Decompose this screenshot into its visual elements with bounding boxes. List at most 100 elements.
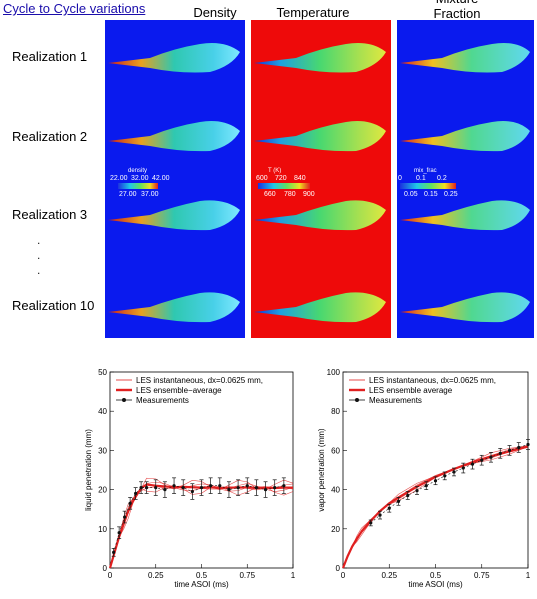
temperature-jets — [254, 43, 386, 323]
mix-frac-colorbar — [400, 183, 456, 189]
vapor-measurement-point — [378, 513, 382, 517]
ellipsis-dot: . — [37, 263, 41, 277]
vapor-measurement-line — [370, 444, 529, 524]
vapor-x-tick-label: 1 — [526, 571, 531, 580]
liquid-measurement-line — [113, 485, 284, 553]
temperature-tick: 780 — [284, 191, 296, 198]
temperature-tick: 900 — [303, 191, 315, 198]
mix-frac-tick: 0.2 — [437, 175, 447, 182]
temperature-panel — [251, 20, 391, 338]
vapor-measurement-point — [406, 493, 410, 498]
density-tick: 22.00 — [110, 175, 128, 182]
vapor-y-axis-label: vapor penetration (mm) — [317, 428, 326, 511]
vapor-x-tick-label: 0.25 — [381, 571, 397, 580]
liquid-legend-label: LES ensemble−average — [136, 386, 222, 395]
liquid-legend-label: LES instantaneous, dx=0.0625 mm, — [136, 376, 263, 385]
ellipsis-dot: . — [37, 233, 41, 247]
vapor-measurement-point — [461, 466, 465, 470]
vapor-measurement-point — [480, 458, 484, 462]
liquid-y-tick-label: 10 — [98, 525, 107, 534]
liquid-x-tick-label: 0.75 — [239, 571, 255, 580]
liquid-measurement-point — [245, 484, 249, 488]
liquid-measurement-point — [163, 488, 167, 492]
vapor-y-tick-label: 60 — [331, 446, 340, 455]
temperature-colorbar-title: T (K) — [268, 168, 282, 174]
row-label-realization-3: Realization 3 — [12, 207, 88, 222]
mix-frac-tick: 0.15 — [424, 191, 438, 198]
liquid-y-axis-label: liquid penetration (mm) — [84, 429, 93, 511]
liquid-measurement-point — [117, 531, 121, 535]
vapor-measurement-point — [415, 488, 419, 493]
liquid-measurement-point — [254, 486, 258, 490]
temperature-colorbar — [258, 183, 310, 189]
liquid-measurement-point — [236, 486, 240, 490]
column-title-mixture-fraction: Mixture Fraction — [433, 0, 481, 21]
liquid-measurement-point — [199, 486, 204, 490]
liquid-x-tick-label: 0.5 — [196, 571, 208, 580]
vapor-measurement-point — [507, 448, 512, 452]
liquid-legend-measurement-marker — [122, 398, 126, 402]
vapor-measurement-point — [387, 506, 391, 510]
mix-frac-tick: 0.25 — [444, 191, 458, 198]
row-label-realization-2: Realization 2 — [12, 129, 88, 144]
mixture-fraction-jets — [400, 43, 530, 323]
liquid-x-tick-label: 1 — [291, 571, 296, 580]
liquid-y-tick-label: 30 — [98, 446, 107, 455]
vapor-x-axis-label: time ASOI (ms) — [408, 580, 463, 589]
liquid-measurement-point — [181, 486, 185, 490]
vapor-measurement-point — [443, 474, 447, 478]
liquid-x-tick-label: 0 — [108, 571, 113, 580]
temperature-tick: 720 — [275, 175, 287, 182]
liquid-measurement-point — [209, 484, 213, 488]
density-colorbar-title: density — [128, 168, 148, 174]
row-label-realization-10: Realization 10 — [12, 298, 95, 313]
vapor-measurement-point — [396, 499, 401, 503]
liquid-legend-label: Measurements — [136, 396, 189, 405]
liquid-measurement-point — [227, 488, 231, 492]
vapor-legend-label: Measurements — [369, 396, 422, 405]
liquid-measurement-point — [190, 489, 194, 494]
mix-frac-colorbar-title: mix_frac — [414, 168, 437, 174]
mix-frac-tick: 0 — [398, 175, 402, 182]
liquid-x-tick-label: 0.25 — [148, 571, 164, 580]
liquid-measurement-point — [134, 491, 138, 496]
density-jets — [108, 43, 240, 323]
vapor-measurement-point — [470, 462, 475, 466]
liquid-penetration-chart: 0 10 20 30 40 50 0 0.25 0.5 0.75 1 time ASOI (ms) li… — [84, 368, 296, 589]
liquid-measurement-point — [263, 488, 268, 492]
temperature-tick: 600 — [256, 175, 268, 182]
liquid-measurement-point — [218, 484, 222, 488]
density-colorbar — [118, 183, 158, 189]
vapor-measurement-point — [498, 451, 502, 455]
liquid-measurement-point — [123, 515, 127, 519]
liquid-y-tick-label: 0 — [103, 564, 108, 573]
column-title-temperature: Temperature — [276, 5, 350, 20]
liquid-measurement-point — [172, 484, 176, 488]
liquid-measurement-point — [128, 501, 132, 505]
liquid-x-axis-label: time ASOI (ms) — [174, 580, 229, 589]
mix-frac-tick: 0.05 — [404, 191, 418, 198]
liquid-measurement-point — [282, 484, 286, 488]
density-tick: 42.00 — [152, 175, 170, 182]
cycle-variations-link[interactable]: Cycle to Cycle variations — [3, 1, 146, 16]
vapor-measurement-point — [526, 442, 530, 447]
vapor-measurement-point — [433, 479, 438, 483]
vapor-x-tick-label: 0 — [341, 571, 346, 580]
mix-frac-tick: 0.1 — [416, 175, 426, 182]
liquid-measurement-point — [154, 486, 158, 490]
liquid-y-tick-label: 50 — [98, 368, 107, 377]
density-tick: 27.00 — [119, 191, 137, 198]
liquid-measurement-point — [273, 486, 277, 490]
liquid-y-tick-label: 20 — [98, 486, 107, 495]
vapor-plot-area — [342, 371, 529, 569]
column-title-density: Density — [193, 5, 237, 20]
vapor-measurement-point — [424, 484, 428, 488]
temperature-tick: 840 — [294, 175, 306, 182]
temperature-tick: 660 — [264, 191, 276, 198]
density-tick: 32.00 — [131, 175, 149, 182]
mixture-fraction-panel — [397, 20, 534, 338]
liquid-measurement-point — [145, 486, 149, 490]
density-panel — [105, 20, 245, 338]
vapor-y-tick-label: 80 — [331, 407, 340, 416]
vapor-measurement-point — [452, 470, 456, 474]
